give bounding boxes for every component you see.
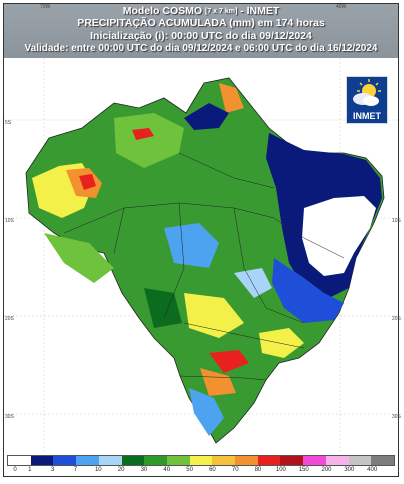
legend-swatch xyxy=(166,456,190,465)
legend-label: 1 xyxy=(28,467,32,473)
legend-swatch xyxy=(325,456,349,465)
legend-label: 3 xyxy=(50,467,55,473)
inmet-logo: INMET xyxy=(346,76,388,124)
figure-frame xyxy=(3,3,399,477)
tick-right-20s: 20S xyxy=(392,316,401,322)
legend-swatch xyxy=(121,456,145,465)
legend-swatch xyxy=(303,456,326,465)
legend-swatch xyxy=(53,456,77,465)
legend-label: 150 xyxy=(298,467,309,473)
legend-swatch xyxy=(235,456,258,465)
tick-top-40w: 40W xyxy=(336,4,347,10)
tick-left-10s: 10S xyxy=(5,218,14,224)
legend-swatch xyxy=(280,456,304,465)
legend-colorbar xyxy=(7,455,395,466)
legend-swatch xyxy=(212,456,236,465)
legend-label: 80 xyxy=(254,467,262,473)
legend-label: 60 xyxy=(209,467,216,473)
legend-label: 30 xyxy=(140,467,148,473)
legend-label: 50 xyxy=(186,467,193,473)
legend-swatch xyxy=(257,456,281,465)
tick-top-70w: 70W xyxy=(40,4,51,10)
legend-label: 200 xyxy=(321,467,332,473)
legend-label: 20 xyxy=(117,467,125,473)
legend-label: 100 xyxy=(275,467,286,473)
precipitation-patches xyxy=(32,83,382,436)
precipitation-map xyxy=(4,58,398,452)
legend-swatch xyxy=(8,456,31,465)
legend-swatch xyxy=(371,456,394,465)
legend-label: 400 xyxy=(367,467,378,473)
legend-label: 0 xyxy=(13,467,17,473)
legend-label: 70 xyxy=(231,467,239,473)
initialization-line: Inicialização (i): 00:00 UTC do dia 09/1… xyxy=(90,30,312,42)
legend-swatch xyxy=(144,456,167,465)
legend-label: 40 xyxy=(163,467,171,473)
legend-label: 10 xyxy=(94,467,102,473)
sun-cloud-icon xyxy=(353,79,381,106)
tick-left-5s: 5S xyxy=(5,120,12,126)
legend-labels: 0 1 3 7 10 20 30 40 50 60 70 80 100 150 200 300 400 xyxy=(7,467,395,477)
tick-right-30s: 30S xyxy=(392,414,401,420)
model-title: Modelo COSMO [7 x 7 km] - INMET xyxy=(122,5,280,17)
legend-swatch xyxy=(98,456,122,465)
product-title: PRECIPITAÇÃO ACUMULADA (mm) em 174 horas xyxy=(77,17,325,29)
legend-label: 300 xyxy=(344,467,355,473)
tick-left-30s: 30S xyxy=(5,414,14,420)
legend-swatch xyxy=(76,456,99,465)
state-borders xyxy=(63,152,345,381)
legend-swatch xyxy=(189,456,213,465)
tick-right-10s: 10S xyxy=(392,218,401,224)
map-header: Modelo COSMO [7 x 7 km] - INMET PRECIPIT… xyxy=(4,4,398,58)
tick-left-20s: 20S xyxy=(5,316,14,322)
legend-swatch xyxy=(30,456,54,465)
legend-swatch xyxy=(348,456,372,465)
legend-label: 7 xyxy=(73,467,78,473)
validity-line: Validade: entre 00:00 UTC do dia 09/12/2… xyxy=(24,43,378,54)
